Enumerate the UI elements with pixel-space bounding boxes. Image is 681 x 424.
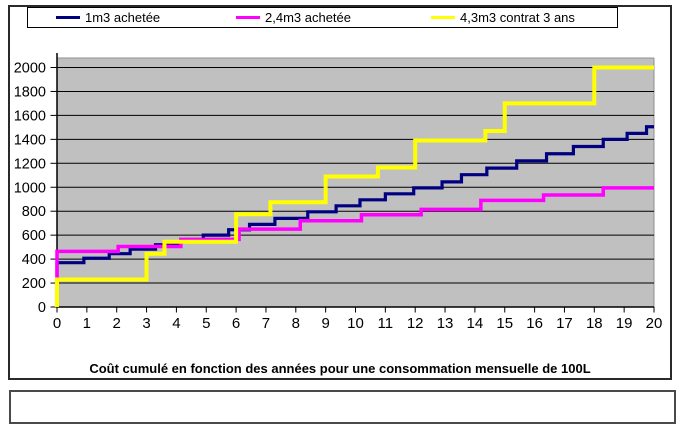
chart-title: Coût cumulé en fonction des années pour …: [89, 361, 591, 376]
legend-label: 2,4m3 achetée: [265, 10, 352, 25]
x-tick-label: 13: [437, 315, 454, 332]
x-tick-label: 17: [556, 315, 573, 332]
series-line-4-3m3-contrat-3-ans: [55, 65, 654, 307]
x-tick-label: 16: [526, 315, 543, 332]
x-tick-label: 6: [232, 315, 240, 332]
legend-label: 1m3 achetée: [85, 10, 161, 25]
y-tick-label: 800: [22, 204, 46, 220]
x-tick-label: 18: [586, 315, 603, 332]
x-tick-label: 1: [83, 315, 91, 332]
x-tick-label: 19: [616, 315, 633, 332]
y-tick-label: 200: [22, 276, 46, 292]
x-tick-label: 11: [378, 315, 394, 332]
y-tick-label: 1600: [14, 108, 46, 124]
x-tick-label: 20: [646, 315, 663, 332]
y-tick-label: 1200: [14, 156, 46, 172]
x-tick-label: 5: [202, 315, 210, 332]
y-tick-label: 600: [22, 228, 46, 244]
x-tick-label: 3: [142, 315, 150, 332]
y-tick-label: 1000: [14, 180, 46, 196]
x-tick-label: 2: [113, 315, 121, 332]
x-tick-label: 0: [53, 315, 61, 332]
x-tick-label: 9: [321, 315, 329, 332]
series-line-2-4m3-achet-e: [55, 186, 654, 307]
series-line-1m3-achet-e: [55, 125, 654, 307]
legend-line-swatch-navy: [56, 16, 80, 19]
x-tick-label: 10: [347, 315, 364, 332]
y-tick-label: 0: [38, 300, 46, 316]
x-tick-label: 12: [407, 315, 424, 332]
legend-line-swatch-magenta: [236, 16, 260, 19]
legend-line-swatch-yellow: [431, 16, 455, 19]
x-tick-label: 15: [496, 315, 513, 332]
x-tick-label: 4: [172, 315, 180, 332]
legend-item-2-4m3[interactable]: 2,4m3 achetée: [236, 8, 351, 27]
legend-item-1m3[interactable]: 1m3 achetée: [56, 8, 160, 27]
y-tick-label: 2000: [14, 61, 46, 77]
plot-background: [57, 58, 654, 307]
y-tick-label: 400: [22, 252, 46, 268]
x-tick-label: 7: [262, 315, 270, 332]
legend-item-4-3m3[interactable]: 4,3m3 contrat 3 ans: [431, 8, 575, 27]
x-tick-label: 8: [292, 315, 300, 332]
y-tick-label: 1800: [14, 84, 46, 100]
legend-label: 4,3m3 contrat 3 ans: [460, 10, 575, 25]
y-tick-label: 1400: [14, 132, 46, 148]
x-tick-label: 14: [467, 315, 484, 332]
chart-legend[interactable]: 1m3 achetée 2,4m3 achetée 4,3m3 contrat …: [27, 7, 618, 28]
